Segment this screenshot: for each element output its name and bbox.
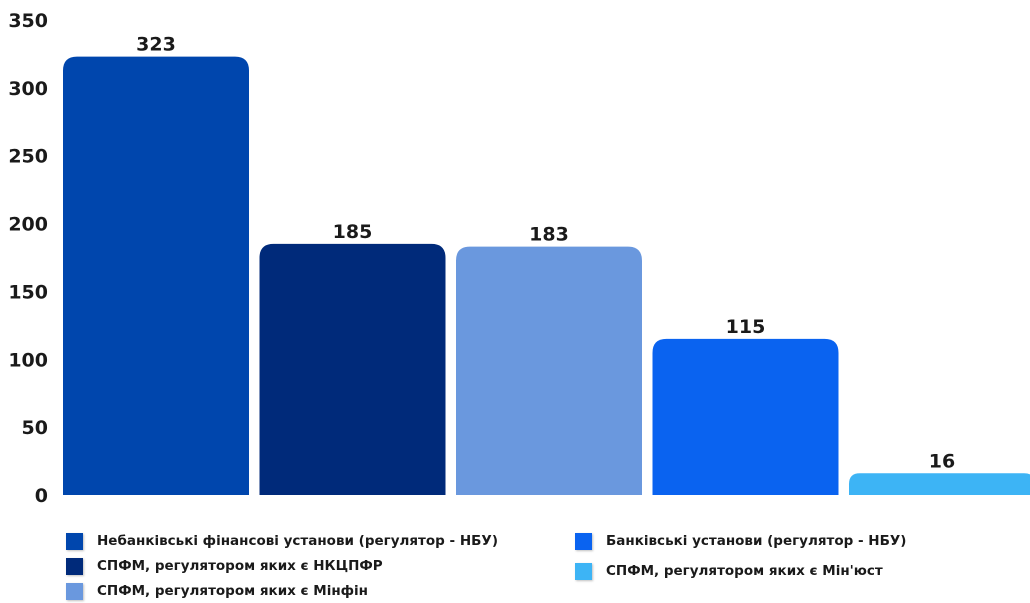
bar (259, 243, 446, 495)
y-tick-label: 200 (8, 214, 48, 236)
data-labels-group: 323 185 183 115 16 (136, 34, 955, 473)
y-tick-label: 100 (8, 349, 48, 371)
bar (63, 56, 249, 496)
bar-value-label: 185 (333, 221, 373, 243)
bar-value-label: 183 (529, 224, 569, 246)
y-tick-label: 350 (8, 10, 48, 32)
y-tick-label: 0 (35, 485, 48, 507)
bar (456, 246, 642, 495)
y-tick-label: 250 (8, 146, 48, 168)
y-tick-label: 50 (22, 417, 48, 439)
bar (849, 473, 1030, 495)
bar-value-label: 323 (136, 34, 176, 56)
bar-value-label: 16 (929, 450, 955, 472)
bar (652, 338, 839, 495)
bars-group (63, 56, 1030, 496)
y-tick-label: 150 (8, 281, 48, 303)
bar-value-label: 115 (726, 316, 766, 338)
y-tick-label: 300 (8, 78, 48, 100)
y-axis: 0 50 100 150 200 250 300 350 (8, 10, 48, 507)
